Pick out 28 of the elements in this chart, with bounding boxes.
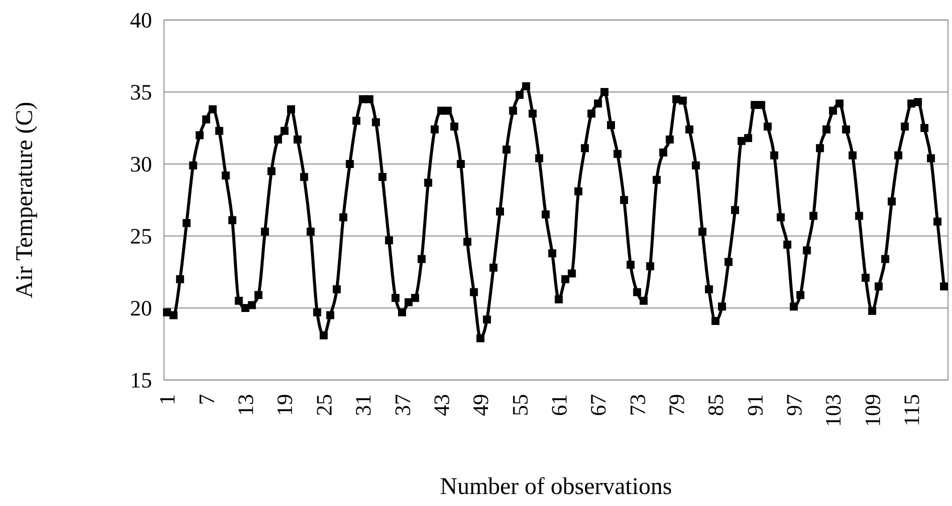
x-tick-label: 115 bbox=[899, 394, 924, 426]
x-tick-label: 61 bbox=[546, 394, 572, 416]
x-tick-label: 19 bbox=[272, 394, 298, 416]
x-tick-label: 97 bbox=[782, 394, 807, 416]
x-tick-label: 109 bbox=[860, 394, 885, 427]
x-tick-label: 55 bbox=[507, 394, 532, 416]
x-tick-label: 103 bbox=[820, 394, 846, 427]
x-axis-title: Number of observations bbox=[440, 474, 672, 500]
x-tick-label: 25 bbox=[311, 394, 336, 416]
x-tick-label: 49 bbox=[468, 394, 494, 416]
x-tick-label: 1 bbox=[154, 394, 180, 405]
y-tick-label: 40 bbox=[130, 8, 152, 33]
x-tick-label: 91 bbox=[742, 394, 768, 416]
x-tick-label: 67 bbox=[586, 394, 611, 416]
y-tick-label: 15 bbox=[130, 368, 152, 393]
x-tick-label: 85 bbox=[703, 394, 728, 416]
x-tick-label: 79 bbox=[664, 394, 689, 416]
x-tick-label: 31 bbox=[350, 394, 376, 416]
x-tick-label: 73 bbox=[624, 394, 650, 416]
y-tick-label: 25 bbox=[130, 224, 152, 249]
x-tick-label: 7 bbox=[194, 394, 219, 405]
y-tick-label: 35 bbox=[130, 80, 152, 105]
x-tick-label: 37 bbox=[390, 394, 415, 416]
y-axis-title: Air Temperature (C) bbox=[12, 102, 38, 298]
y-tick-label: 20 bbox=[130, 296, 152, 321]
x-tick-label: 13 bbox=[233, 394, 258, 416]
y-tick-label: 30 bbox=[130, 152, 152, 177]
x-tick-label: 43 bbox=[428, 394, 454, 416]
